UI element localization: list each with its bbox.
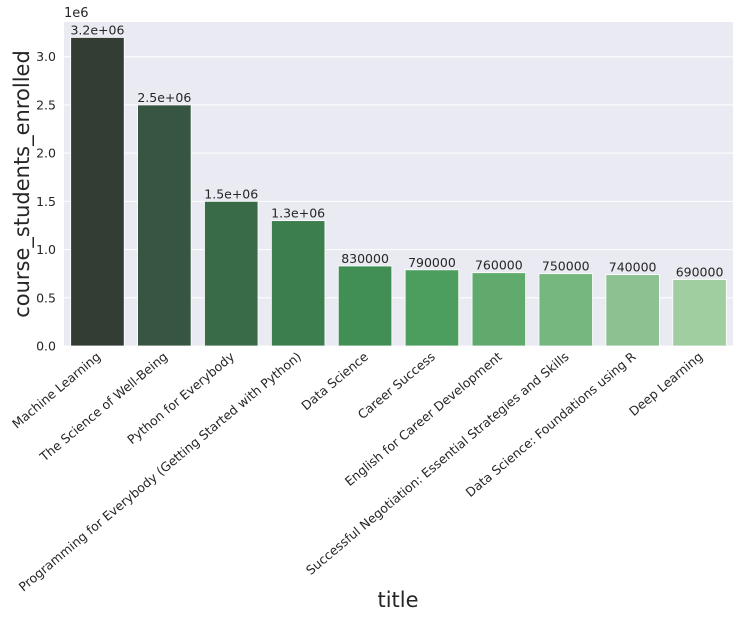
data-label: 760000 [475,258,523,273]
bar [471,272,527,347]
y-tick-label: 0.0 [36,339,56,354]
data-labels: 3.2e+06 2.5e+06 1.5e+06 1.3e+06 830000 790000… [70,22,723,279]
bar [270,220,326,347]
y-tick-label: 3.0 [36,49,56,64]
data-label: 750000 [542,259,590,274]
y-axis-offset-text: 1e6 [64,6,89,21]
y-tick-label: 2.5 [36,97,56,112]
x-axis-label: title [377,588,418,612]
bar [204,200,259,347]
data-label: 790000 [408,255,456,270]
bar [70,37,125,347]
y-axis-ticks: 0.0 0.5 1.0 1.5 2.0 2.5 3.0 [36,49,56,353]
y-tick-label: 1.0 [36,242,56,257]
y-axis-label: course_students_enrolled [10,50,35,318]
y-tick-label: 2.0 [36,146,56,161]
bar [605,274,660,347]
bar [672,279,727,347]
bars [70,37,727,347]
data-label: 1.3e+06 [271,206,325,221]
data-label: 740000 [609,260,657,275]
x-tick-label: Data Science [298,349,371,414]
data-label: 3.2e+06 [70,22,124,37]
x-tick-label: Python for Everybody [124,348,237,447]
y-tick-label: 1.5 [36,194,56,209]
data-label: 830000 [341,251,389,266]
bar [337,265,393,347]
bar [538,273,593,347]
y-tick-label: 0.5 [36,290,56,305]
x-tick-label: Deep Learning [626,349,705,419]
bar [137,104,192,347]
x-tick-label: The Science of Well-Being [36,349,170,465]
data-label: 2.5e+06 [137,90,191,105]
bar [404,269,460,347]
data-label: 1.5e+06 [204,186,258,201]
data-label: 690000 [676,264,724,279]
